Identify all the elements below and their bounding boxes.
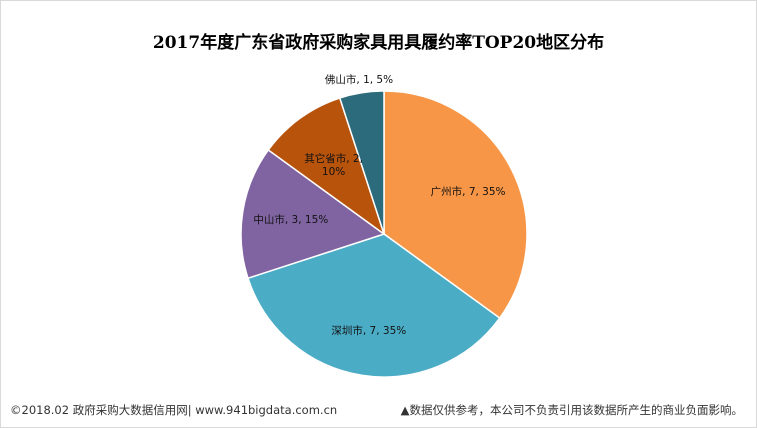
- footer-disclaimer: ▲数据仅供参考，本公司不负责引用该数据所产生的商业负面影响。: [400, 403, 743, 417]
- pie-slice-3: [240, 148, 386, 280]
- slice-label-1: 广州市, 7, 35%: [431, 185, 506, 198]
- slice-label-5: 佛山市, 1, 5%: [325, 73, 393, 86]
- slice-label-4: 其它省市, 2, 10%: [304, 152, 363, 178]
- pie-slice-2: [247, 233, 501, 378]
- slice-label-2: 深圳市, 7, 35%: [331, 324, 406, 337]
- pie-slice-4: [267, 97, 386, 236]
- pie-slice-1: [383, 90, 528, 320]
- pie-slice-5: [338, 90, 385, 235]
- slice-label-3: 中山市, 3, 15%: [253, 213, 328, 226]
- chart-title: 2017年度广东省政府采购家具用具履约率TOP20地区分布: [152, 33, 605, 53]
- slice-label-line: 其它省市, 2,: [304, 152, 363, 165]
- slice-label-line: 10%: [322, 166, 345, 178]
- footer-copyright: ©2018.02 政府采购大数据信用网| www.941bigdata.com.…: [10, 403, 338, 417]
